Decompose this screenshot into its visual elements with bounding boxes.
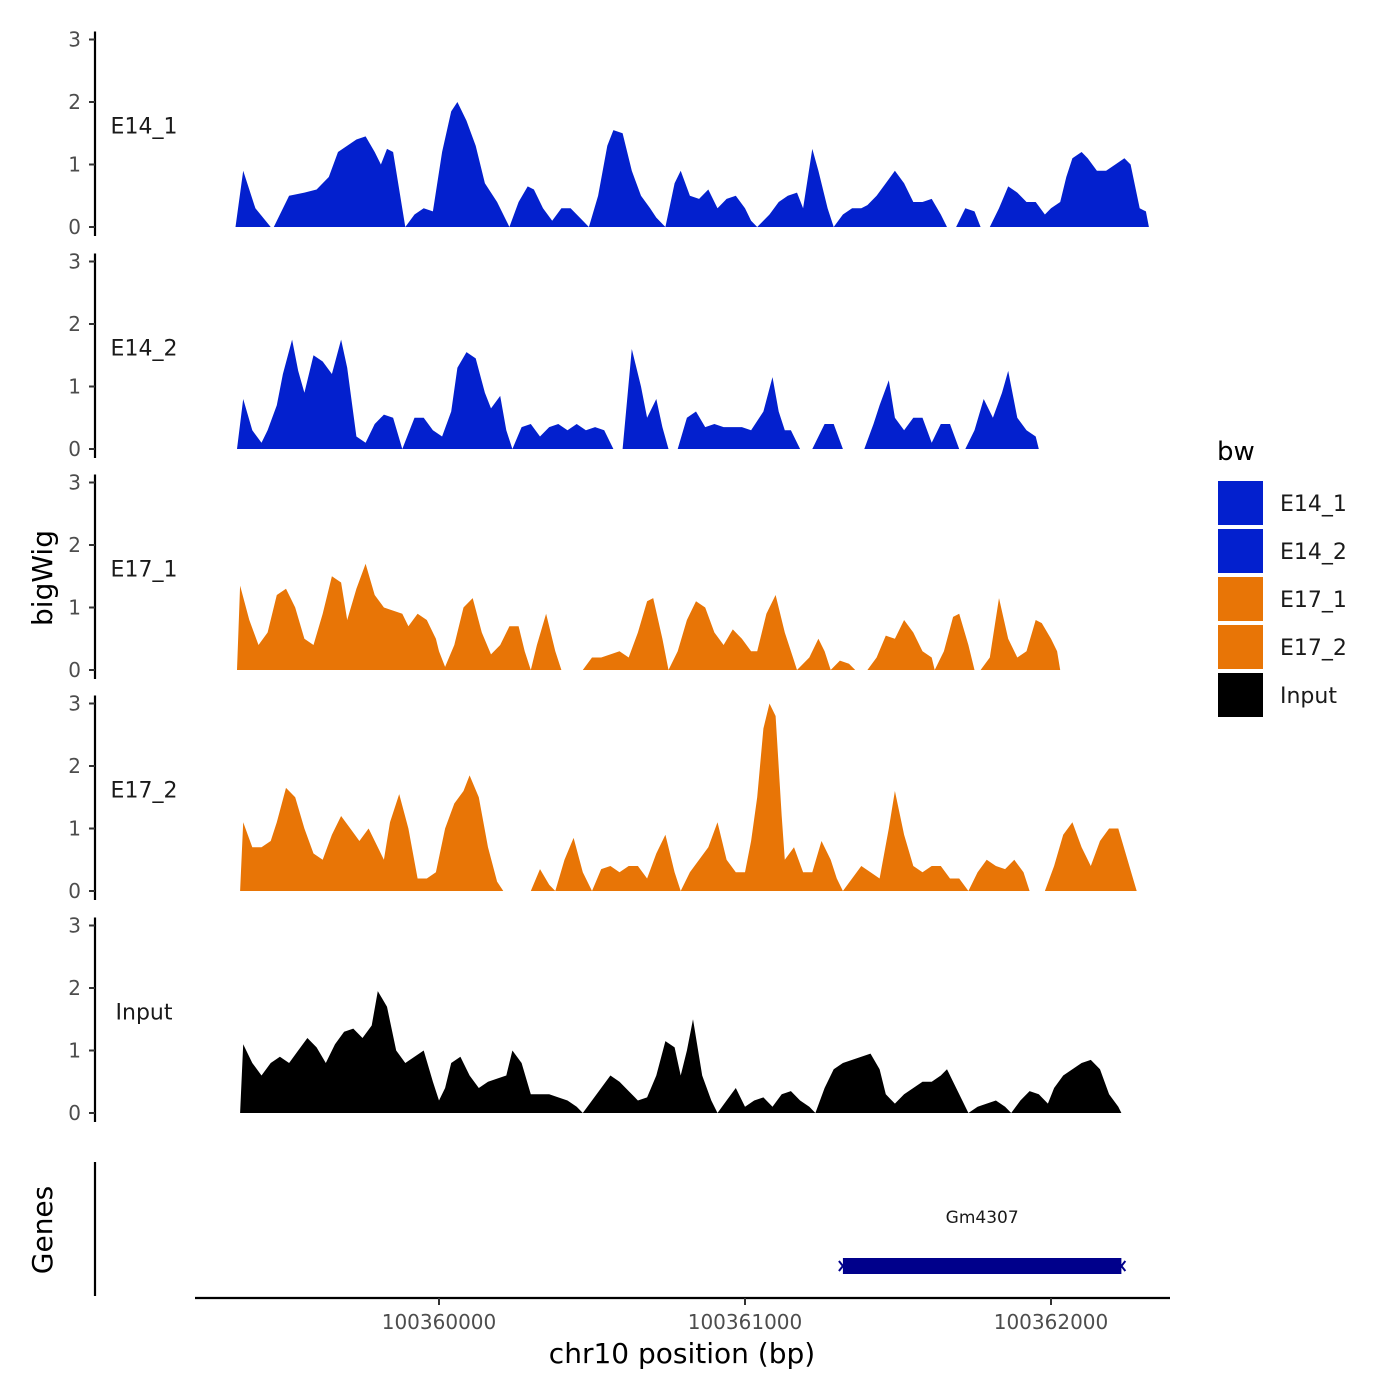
legend-swatch xyxy=(1218,577,1263,621)
track-label: E17_1 xyxy=(111,557,178,582)
legend-swatch xyxy=(1218,529,1263,573)
y-tick-label: 0 xyxy=(68,879,81,903)
y-tick-label: 1 xyxy=(68,817,81,841)
x-tick-label: 100362000 xyxy=(994,1310,1109,1334)
track-label: E17_2 xyxy=(111,778,178,803)
gene-annotations: Gm4307 xyxy=(838,1208,1127,1274)
y-tick-label: 0 xyxy=(68,1101,81,1125)
y-tick-label: 2 xyxy=(68,754,81,778)
signal-area-E17_1 xyxy=(237,563,1061,670)
y-tick-label: 2 xyxy=(68,976,81,1000)
y-tick-label: 3 xyxy=(68,914,81,938)
gene-strand-marker xyxy=(838,1260,848,1272)
track-label: Input xyxy=(116,1000,173,1025)
signal-area-E14_1 xyxy=(235,102,1149,227)
legend-swatch xyxy=(1218,481,1263,525)
y-tick-label: 1 xyxy=(68,153,81,177)
legend-label: E17_2 xyxy=(1280,636,1347,661)
y-tick-label: 2 xyxy=(68,90,81,114)
track-label: E14_1 xyxy=(111,114,178,139)
x-tick-label: 100361000 xyxy=(688,1310,803,1334)
y-tick-label: 1 xyxy=(68,1039,81,1063)
signal-tracks: 0 1 2 3 E14_1 0 1 2 3 E14_2 0 1 2 3 E17_1 0 1 2 3 E17_2 0 1 2 3… xyxy=(68,28,1149,1125)
legend-label: E14_1 xyxy=(1280,492,1347,517)
x-tick-label: 100360000 xyxy=(382,1310,497,1334)
legend: bw E14_1 E14_2 E17_1 E17_2 Input xyxy=(1217,437,1347,717)
legend-label: Input xyxy=(1280,684,1337,709)
y-tick-label: 0 xyxy=(68,437,81,461)
y-tick-label: 3 xyxy=(68,28,81,52)
track-E14_1: 0 1 2 3 E14_1 xyxy=(68,28,1149,239)
signal-area-Input xyxy=(240,991,1122,1113)
legend-label: E17_1 xyxy=(1280,588,1347,613)
y-tick-label: 0 xyxy=(68,658,81,682)
gene-label: Gm4307 xyxy=(946,1208,1019,1228)
y-tick-label: 3 xyxy=(68,250,81,274)
track-E17_2: 0 1 2 3 E17_2 xyxy=(68,692,1140,903)
gene-strand-marker xyxy=(1116,1260,1127,1272)
track-E14_2: 0 1 2 3 E14_2 xyxy=(68,250,1039,461)
legend-title: bw xyxy=(1217,437,1255,467)
x-axis-ticks: 100360000 100361000 100362000 xyxy=(382,1298,1109,1334)
track-label: E14_2 xyxy=(111,336,178,361)
track-E17_1: 0 1 2 3 E17_1 xyxy=(68,471,1061,682)
y-tick-label: 1 xyxy=(68,375,81,399)
x-axis-title: chr10 position (bp) xyxy=(549,1337,815,1370)
y-axis-title: bigWig xyxy=(26,530,59,626)
y-tick-label: 3 xyxy=(68,692,81,716)
legend-label: E14_2 xyxy=(1280,540,1347,565)
signal-area-E14_2 xyxy=(237,339,1039,449)
genes-panel-title: Genes xyxy=(26,1186,59,1274)
legend-swatch xyxy=(1218,625,1263,669)
y-tick-label: 3 xyxy=(68,471,81,495)
legend-swatch xyxy=(1218,673,1263,717)
y-tick-label: 1 xyxy=(68,596,81,620)
gene-body xyxy=(842,1258,1122,1274)
signal-area-E17_2 xyxy=(240,703,1140,891)
y-tick-label: 2 xyxy=(68,533,81,557)
track-Input: 0 1 2 3 Input xyxy=(68,914,1122,1125)
y-tick-label: 0 xyxy=(68,215,81,239)
y-tick-label: 2 xyxy=(68,312,81,336)
